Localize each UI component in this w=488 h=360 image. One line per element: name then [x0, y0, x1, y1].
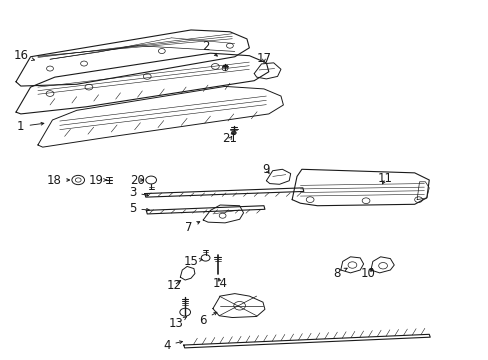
- Text: 20: 20: [130, 174, 144, 186]
- Text: 13: 13: [169, 317, 186, 330]
- Text: 2: 2: [202, 40, 217, 56]
- Text: 1: 1: [17, 120, 44, 133]
- Text: 5: 5: [129, 202, 149, 215]
- Text: 3: 3: [129, 186, 148, 199]
- Text: 15: 15: [183, 255, 202, 268]
- Text: 18: 18: [46, 174, 69, 186]
- Circle shape: [231, 131, 236, 135]
- Text: 14: 14: [212, 277, 227, 290]
- Text: 7: 7: [184, 221, 200, 234]
- Text: 8: 8: [332, 267, 346, 280]
- Text: 9: 9: [262, 163, 269, 176]
- Text: 10: 10: [360, 267, 375, 280]
- Text: 17: 17: [256, 52, 271, 65]
- Text: 12: 12: [166, 279, 181, 292]
- Text: 6: 6: [199, 312, 217, 327]
- Text: 11: 11: [377, 172, 392, 185]
- Text: 19: 19: [88, 174, 106, 186]
- Text: 4: 4: [163, 338, 182, 351]
- Text: 21: 21: [222, 132, 237, 145]
- Text: 16: 16: [13, 49, 35, 62]
